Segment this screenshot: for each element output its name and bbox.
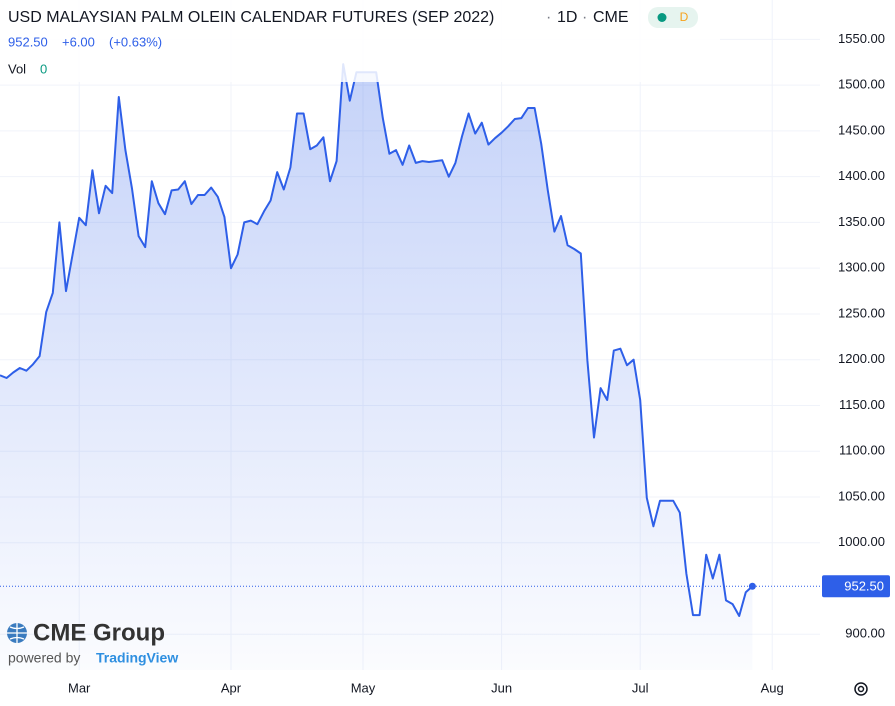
x-tick-label: Mar [68, 680, 91, 695]
brand: TradingView [96, 650, 178, 666]
y-tick-label: 1400.00 [838, 168, 885, 183]
interval: 1D [557, 9, 577, 26]
last-price-label: 952.50 [844, 579, 884, 594]
y-tick-label: 1450.00 [838, 122, 885, 137]
volume: 0 [40, 61, 47, 76]
settings-icon[interactable] [854, 682, 868, 696]
y-tick-label: 1150.00 [839, 397, 885, 412]
x-tick-label: May [351, 680, 376, 695]
y-tick-label: 1500.00 [838, 77, 885, 92]
x-tick-label: Aug [761, 680, 784, 695]
chart-title: USD MALAYSIAN PALM OLEIN CALENDAR FUTURE… [8, 9, 494, 26]
y-tick-label: 900.00 [845, 626, 885, 641]
y-tick-label: 1250.00 [838, 305, 885, 320]
status-dot [657, 13, 667, 22]
status-badge[interactable] [648, 7, 698, 28]
axes: 900.00 1000.00 1050.00 1100.00 1150.00 1200.0… [68, 31, 890, 695]
y-tick-label: 1300.00 [838, 260, 885, 275]
y-tick-label: 1550.00 [838, 31, 885, 46]
last-price: 952.50 [8, 34, 48, 49]
legend-bg [0, 0, 720, 82]
separator: · [546, 9, 551, 26]
x-tick-label: Apr [221, 680, 242, 695]
y-tick-label: 1000.00 [838, 534, 885, 549]
last-price-box [822, 575, 890, 598]
badge-text: D [680, 10, 689, 24]
powered-by: powered by [8, 650, 80, 666]
y-tick-label: 1100.00 [839, 443, 885, 458]
plot [0, 63, 820, 671]
logo-globe-lines [7, 623, 27, 643]
separator: · [582, 9, 587, 26]
volume-label: Vol [8, 61, 26, 76]
change-pct: (+0.63%) [109, 34, 162, 49]
last-point [748, 582, 756, 590]
x-tick-label: Jul [632, 680, 649, 695]
y-tick-label: 1050.00 [838, 488, 885, 503]
y-tick-label: 1350.00 [838, 214, 885, 229]
area-fill [0, 64, 753, 671]
y-tick-label: 1200.00 [838, 351, 885, 366]
change: +6.00 [62, 34, 95, 49]
exchange: CME [593, 9, 629, 26]
x-tick-label: Jun [491, 680, 512, 695]
logo: CME Group [33, 619, 165, 646]
